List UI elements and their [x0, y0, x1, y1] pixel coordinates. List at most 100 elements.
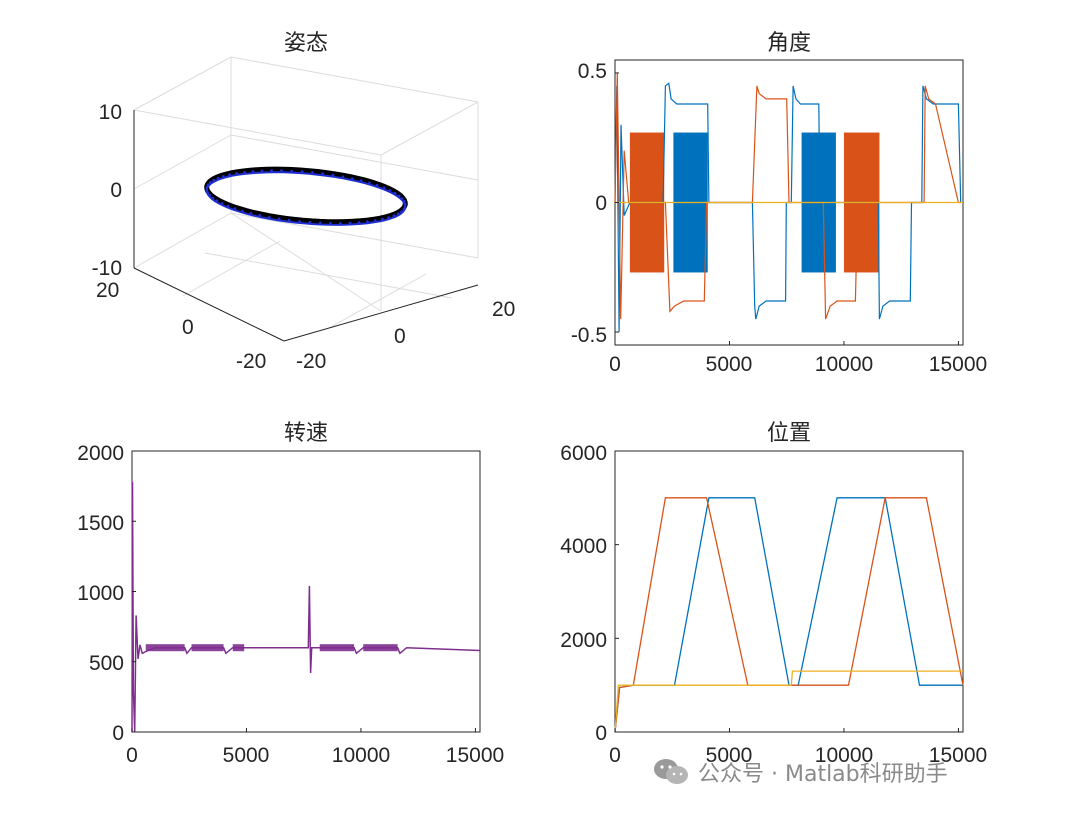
speed-panel: 转速 2000 1500 1000 500 0 0 5000 10000 150…: [77, 421, 504, 767]
attitude-ring-point: [260, 169, 264, 173]
attitude-ring-point: [212, 178, 216, 182]
attitude-ring-point: [400, 197, 404, 201]
attitude-ring-point: [228, 173, 232, 177]
angle-y-tick-top: 0.5: [578, 60, 607, 83]
attitude-y-tick-neg20: -20: [236, 350, 266, 373]
attitude-ring-point: [357, 221, 361, 224]
attitude-ring-point: [329, 221, 332, 225]
attitude-ring-point: [206, 183, 210, 187]
speed-y-tick-1500: 1500: [77, 512, 124, 535]
attitude-z-tick-top: 10: [99, 101, 122, 124]
attitude-ring-point: [402, 200, 406, 203]
attitude-ring-point: [216, 176, 220, 180]
position-title: 位置: [767, 421, 811, 446]
attitude-x-tick-0: 0: [394, 325, 406, 348]
attitude-ring-point: [403, 205, 407, 209]
attitude-ring-point: [341, 175, 345, 179]
attitude-ring-point: [382, 186, 386, 190]
attitude-ring-point: [235, 172, 239, 175]
attitude-ring-point: [241, 209, 244, 213]
attitude-ring-point: [209, 181, 212, 184]
attitude-ring-point: [388, 189, 392, 192]
attitude-ring-point: [396, 212, 400, 216]
attitude-ring-point: [243, 170, 246, 174]
attitude-ring-point: [373, 219, 377, 223]
attitude-ring-line-2: [205, 171, 407, 226]
attitude-ring-point: [222, 175, 225, 178]
attitude-ring-point: [206, 191, 210, 195]
attitude-ring-point: [298, 220, 301, 223]
position-series-line-2: [614, 497, 964, 733]
attitude-ring-point: [393, 191, 397, 195]
attitude-ring-point: [350, 177, 354, 181]
position-panel: 位置 6000 4000 2000 0 0 5000 10000 15000: [560, 421, 987, 767]
attitude-ring-point: [400, 210, 403, 214]
speed-series-line: [131, 481, 481, 733]
attitude-ring-point: [220, 202, 224, 205]
attitude-ring-point: [205, 185, 209, 189]
attitude-ring-line-1: [204, 166, 408, 225]
attitude-ring-point: [226, 204, 230, 208]
speed-x-tick-5000: 5000: [223, 744, 270, 767]
angle-x-tick-0: 0: [609, 353, 621, 376]
attitude-x-tick-neg20: -20: [296, 350, 326, 373]
position-x-tick-0: 0: [609, 744, 621, 767]
attitude-ring-point: [339, 221, 342, 225]
speed-series: [131, 450, 481, 733]
watermark-text: 公众号 · Matlab科研助手: [698, 762, 948, 787]
attitude-y-tick-0: 0: [182, 316, 194, 339]
attitude-ring-point: [402, 207, 406, 211]
attitude-ring-point: [300, 170, 304, 174]
speed-noise-band: [319, 644, 355, 652]
attitude-ring-point: [348, 221, 352, 225]
angle-x-tick-5000: 5000: [706, 353, 753, 376]
attitude-ring-point: [208, 193, 212, 197]
attitude-z-tick-mid: 0: [110, 179, 122, 202]
speed-y-tick-2000: 2000: [77, 442, 124, 465]
speed-noise-band: [363, 644, 398, 652]
attitude-ring-point: [258, 214, 262, 217]
attitude-ring-point: [318, 221, 322, 225]
position-series: [614, 450, 964, 733]
position-plot-frame: [614, 450, 964, 733]
attitude-ring-point: [397, 194, 401, 198]
attitude-ring-point: [287, 218, 291, 222]
watermark: 公众号 · Matlab科研助手: [652, 752, 948, 792]
speed-y-tick-500: 500: [89, 652, 124, 675]
attitude-box: [133, 56, 479, 329]
attitude-ring-point: [205, 188, 209, 192]
angle-series: [614, 72, 963, 345]
wechat-icon: [654, 759, 688, 784]
attitude-title: 姿态: [284, 31, 328, 56]
attitude-ring-point: [280, 169, 283, 173]
angle-y-tick-bottom: -0.5: [571, 324, 607, 347]
angle-x-tick-10000: 10000: [815, 353, 873, 376]
attitude-ring-point: [249, 211, 253, 215]
angle-y-tick-mid: 0: [595, 192, 607, 215]
position-y-tick-2000: 2000: [560, 629, 607, 652]
speed-y-tick-0: 0: [112, 722, 124, 745]
angle-x-tick-15000: 15000: [929, 353, 987, 376]
attitude-ring-point: [366, 220, 369, 224]
attitude-ring-point: [215, 199, 219, 203]
attitude-ring-point: [308, 220, 312, 224]
position-y-tick-4000: 4000: [560, 535, 607, 558]
speed-title: 转速: [284, 421, 328, 446]
attitude-x-tick-20: 20: [492, 298, 515, 321]
attitude-ring-point: [211, 196, 215, 200]
angle-series-line-1: [614, 82, 962, 333]
attitude-ring-point: [311, 171, 314, 174]
position-series-line-3: [614, 670, 963, 733]
attitude-ring-point: [331, 173, 335, 177]
angle-title: 角度: [767, 31, 811, 56]
attitude-ring-point: [277, 217, 281, 221]
attitude-ring-point: [290, 169, 294, 173]
speed-x-tick-0: 0: [126, 744, 138, 767]
attitude-panel: 姿态 10 0 -10 20: [92, 31, 516, 373]
angle-panel: 角度 0.5 0 -0.5 0 5000 10000 15000: [571, 31, 987, 376]
speed-noise-band: [145, 644, 185, 652]
attitude-ring-point: [375, 183, 379, 187]
speed-y-tick-1000: 1000: [77, 582, 124, 605]
attitude-ring-point: [392, 214, 396, 218]
